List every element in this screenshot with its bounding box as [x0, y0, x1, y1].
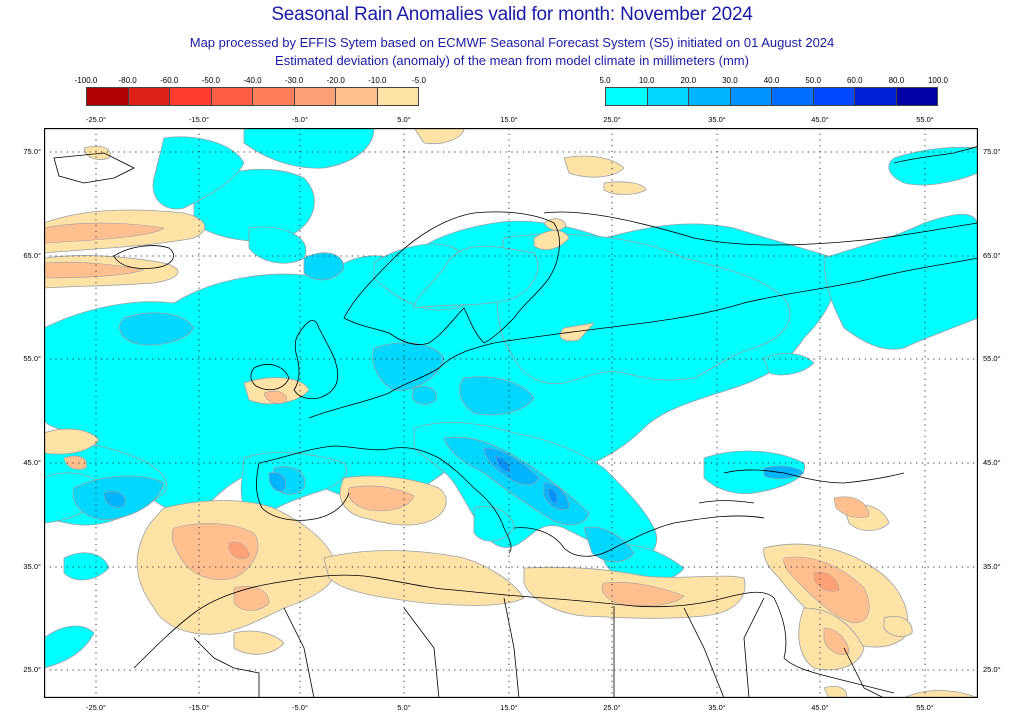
lon-tick-top: 35.0° [708, 115, 726, 124]
legend-positive-label: 40.0 [763, 76, 780, 85]
legend-positive-swatch [855, 88, 897, 105]
graticule [44, 128, 978, 698]
legend-positive-label: 5.0 [599, 76, 611, 85]
negative-anomaly-20-30 [228, 542, 840, 592]
legend-negative-label: -50.0 [201, 76, 220, 85]
lon-tick-top: -15.0° [188, 115, 210, 124]
lat-tick-left: 75.0° [23, 147, 41, 156]
legend-positive-swatch [606, 88, 648, 105]
legend-negative-swatch [211, 88, 253, 105]
legend-negative-swatch [253, 88, 295, 105]
legend-positive-label: 60.0 [846, 76, 863, 85]
legend-negative-label: -20.0 [326, 76, 345, 85]
lat-tick-right: 55.0° [983, 354, 1001, 363]
lon-tick-bottom: -25.0° [85, 703, 107, 712]
lon-tick-top: 15.0° [500, 115, 518, 124]
legend-negative-swatch [170, 88, 212, 105]
legend-negative-label: -100.0 [74, 76, 98, 85]
legend-positive-swatch [647, 88, 689, 105]
lon-tick-top: 45.0° [811, 115, 829, 124]
legend-negative-label: -80.0 [118, 76, 137, 85]
legend-positive-colorbar [605, 87, 938, 106]
legend-positive-label: 50.0 [805, 76, 821, 85]
lon-tick-bottom: -15.0° [188, 703, 210, 712]
lat-tick-left: 65.0° [23, 251, 41, 260]
lon-tick-bottom: 35.0° [708, 703, 726, 712]
legend-negative-label: -5.0 [412, 76, 426, 85]
lon-tick-top: 25.0° [603, 115, 621, 124]
legend-negative-swatch [128, 88, 170, 105]
lat-tick-left: 25.0° [23, 665, 41, 674]
lon-tick-top: -25.0° [85, 115, 107, 124]
lon-tick-bottom: -5.0° [292, 703, 308, 712]
anomaly-map [44, 128, 978, 698]
legend-negative-label: -10.0 [368, 76, 387, 85]
lat-tick-left: 55.0° [23, 354, 41, 363]
lat-tick-right: 45.0° [983, 458, 1001, 467]
legend-positive-label: 100.0 [927, 76, 949, 85]
lat-tick-right: 25.0° [983, 665, 1001, 674]
legend-positive-swatch [730, 88, 772, 105]
legend-positive-label: 10.0 [638, 76, 655, 85]
legend-negative-anomaly: -100.0 -80.0 -60.0 -50.0 -40.0 -30.0 -20.0 -10.… [75, 76, 426, 122]
legend-negative-swatch [294, 88, 336, 105]
legend-negative-label: -40.0 [243, 76, 262, 85]
lon-tick-bottom: 5.0° [397, 703, 411, 712]
lat-tick-right: 75.0° [983, 147, 1001, 156]
map-title: Seasonal Rain Anomalies valid for month:… [271, 4, 753, 25]
legend-positive-swatch [813, 88, 855, 105]
legend-positive-swatch [896, 88, 937, 105]
map-subtitle-processing: Map processed by EFFIS Sytem based on EC… [189, 35, 835, 50]
legend-positive-swatch [689, 88, 731, 105]
legend-negative-swatch [87, 88, 129, 105]
map-frame [44, 128, 978, 698]
legend-negative-swatch [377, 88, 418, 105]
lon-tick-bottom: 45.0° [811, 703, 829, 712]
lon-tick-top: -5.0° [292, 115, 308, 124]
legend-positive-label: 80.0 [888, 76, 905, 85]
legend-negative-colorbar [86, 87, 419, 106]
legend-negative-swatch [336, 88, 378, 105]
lat-tick-right: 65.0° [983, 251, 1001, 260]
lon-tick-bottom: 55.0° [916, 703, 934, 712]
legend-positive-label: 30.0 [722, 76, 738, 85]
lon-tick-bottom: 25.0° [603, 703, 621, 712]
legend-positive-swatch [772, 88, 814, 105]
lat-tick-right: 35.0° [983, 562, 1001, 571]
legend-positive-label: 20.0 [680, 76, 697, 85]
positive-anomaly-30-40 [495, 455, 558, 505]
legend-negative-label: -30.0 [285, 76, 304, 85]
lon-tick-top: 55.0° [916, 115, 934, 124]
legend-positive-anomaly: 5.0 10.0 20.0 30.0 40.0 50.0 60.0 80.0 100.0 [599, 76, 948, 122]
lat-tick-left: 45.0° [23, 458, 41, 467]
lon-tick-top: 5.0° [397, 115, 411, 124]
lon-tick-bottom: 15.0° [500, 703, 518, 712]
lat-tick-left: 35.0° [23, 562, 41, 571]
legend-negative-label: -60.0 [160, 76, 179, 85]
map-subtitle-units: Estimated deviation (anomaly) of the mea… [275, 53, 749, 68]
